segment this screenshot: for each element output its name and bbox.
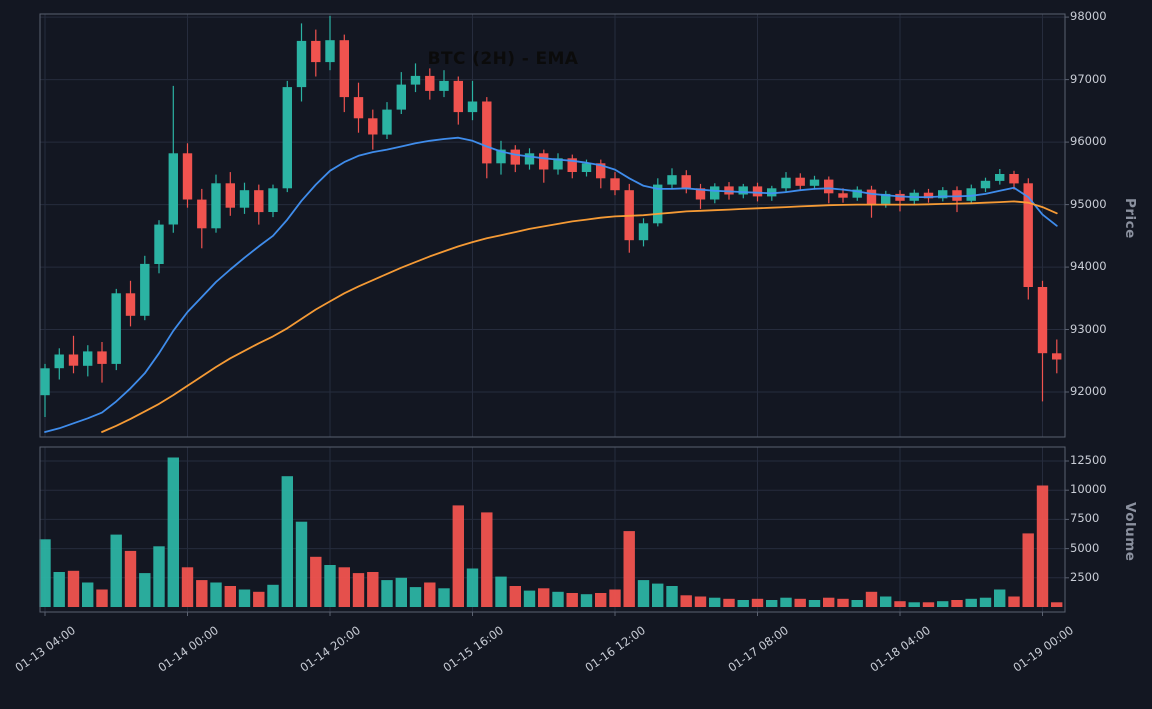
volume-tick-label: 12500 bbox=[1070, 453, 1107, 467]
volume-tick-label: 2500 bbox=[1070, 570, 1100, 584]
volume-axis-title: Volume bbox=[1122, 502, 1138, 562]
price-tick-label: 93000 bbox=[1070, 322, 1107, 336]
price-tick-label: 97000 bbox=[1070, 72, 1107, 86]
volume-tick-label: 5000 bbox=[1070, 541, 1100, 555]
volume-tick-label: 7500 bbox=[1070, 511, 1100, 525]
tick-marks bbox=[44, 16, 1069, 616]
panel-frames bbox=[39, 13, 1066, 613]
volume-series bbox=[39, 457, 1063, 607]
price-tick-label: 94000 bbox=[1070, 259, 1107, 273]
volume-tick-label: 10000 bbox=[1070, 482, 1107, 496]
grid-lines bbox=[40, 14, 1065, 612]
price-tick-label: 95000 bbox=[1070, 197, 1107, 211]
candlestick-series bbox=[40, 15, 1062, 417]
price-axis-title: Price bbox=[1122, 198, 1138, 239]
ema-fast-line bbox=[44, 136, 1058, 433]
price-tick-label: 96000 bbox=[1070, 134, 1107, 148]
chart-title: BTC (2H) - EMA bbox=[427, 49, 579, 69]
price-tick-label: 98000 bbox=[1070, 9, 1107, 23]
price-tick-label: 92000 bbox=[1070, 384, 1107, 398]
ema-slow-line bbox=[101, 200, 1058, 433]
